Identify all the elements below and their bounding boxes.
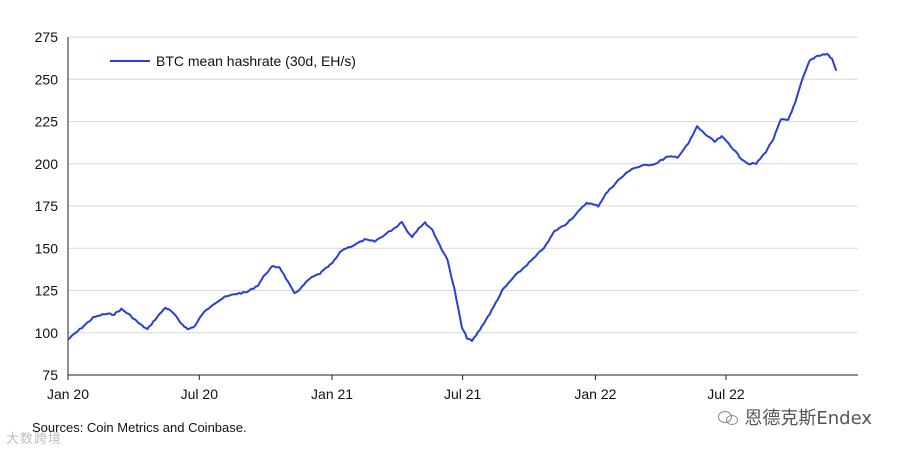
x-tick-label: Jan 21 <box>311 386 353 400</box>
axes: 75 100 125 150 175 200 225 250 275 Jan 20 Jul 20 Ja… <box>35 29 858 400</box>
y-tick-label: 200 <box>35 156 59 172</box>
y-tick-label: 275 <box>35 29 59 45</box>
source-note: Sources: Coin Metrics and Coinbase. <box>32 420 247 435</box>
y-tick-label: 75 <box>42 367 58 383</box>
grid-lines <box>68 36 858 334</box>
x-tick-label: Jul 22 <box>707 386 745 400</box>
legend-label: BTC mean hashrate (30d, EH/s) <box>156 53 356 69</box>
hashrate-chart: 75 100 125 150 175 200 225 250 275 Jan 20 Jul 20 Ja… <box>35 29 858 400</box>
y-tick-label: 125 <box>35 283 59 299</box>
x-tick-label: Jan 22 <box>574 386 616 400</box>
y-tick-label: 100 <box>35 325 59 341</box>
y-tick-label: 250 <box>35 71 59 87</box>
watermark-left: 大数跨境 <box>6 432 63 447</box>
x-tick-label: Jul 21 <box>444 386 482 400</box>
series-layer <box>67 52 838 342</box>
y-tick-label: 150 <box>35 240 59 256</box>
x-tick-label: Jan 20 <box>47 386 89 400</box>
series-line-btc-hashrate <box>67 52 838 342</box>
y-tick-label: 225 <box>35 114 59 130</box>
legend: BTC mean hashrate (30d, EH/s) <box>110 53 356 69</box>
x-tick-label: Jul 20 <box>181 386 219 400</box>
watermark-right-text: 恩德克斯Endex <box>744 408 872 429</box>
watermark-right: 恩德克斯Endex <box>718 404 872 430</box>
y-tick-label: 175 <box>35 198 59 214</box>
wechat-icon <box>718 409 739 425</box>
